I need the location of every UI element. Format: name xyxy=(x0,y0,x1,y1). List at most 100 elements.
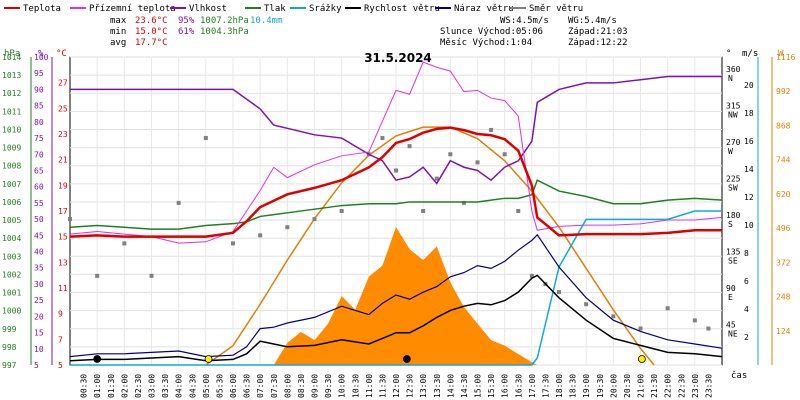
tick-ms: 6 xyxy=(744,277,749,286)
tick-hpa: 1009 xyxy=(2,144,21,153)
wind-direction-point xyxy=(380,136,385,141)
wind-direction-point xyxy=(231,241,235,246)
tick-hpa: 1000 xyxy=(2,307,21,316)
tick-hpa: 1002 xyxy=(2,270,21,279)
tick-degc: 7 xyxy=(58,335,63,344)
tick-wm2: 744 xyxy=(776,156,791,165)
tick-pct: 25 xyxy=(34,296,44,305)
tick-hpa: 1004 xyxy=(2,234,21,243)
wind-direction-point xyxy=(421,209,426,213)
wind-direction-point xyxy=(407,144,412,149)
tick-hpa: 1013 xyxy=(2,71,21,80)
tick-x: 12:30 xyxy=(406,374,415,398)
tick-x: 04:30 xyxy=(188,374,197,398)
tick-x: 22:00 xyxy=(664,374,673,398)
legend-label-srazky: Srážky xyxy=(309,4,342,14)
tick-degc: 17 xyxy=(58,207,68,216)
tick-x: 11:00 xyxy=(365,374,374,398)
tick-x: 09:30 xyxy=(324,374,333,398)
tick-x: 14:00 xyxy=(446,374,455,398)
tick-x: 03:30 xyxy=(161,374,170,398)
tick-x: 11:30 xyxy=(378,374,387,398)
tick-hpa: 1007 xyxy=(2,180,21,189)
tick-dir: 45 xyxy=(726,321,736,330)
series-rychlost xyxy=(69,274,723,362)
wind-direction-point xyxy=(68,217,72,222)
axis-label-hpa: hPa xyxy=(4,49,20,59)
tick-x: 07:30 xyxy=(270,374,279,398)
wind-direction-point xyxy=(475,160,480,165)
stat-max-press: 1007.2hPa xyxy=(200,16,249,26)
tick-dir-compass: SE xyxy=(728,257,738,266)
moonset-marker xyxy=(402,355,411,363)
tick-pct: 70 xyxy=(34,150,44,159)
tick-x: 07:00 xyxy=(256,374,265,398)
tick-dir-compass: NW xyxy=(728,111,738,120)
axis-label-degc: °C xyxy=(56,49,67,59)
tick-pct: 55 xyxy=(34,199,44,208)
stat-max-label: max xyxy=(110,16,127,26)
tick-pct: 15 xyxy=(34,329,44,338)
tick-x: 15:30 xyxy=(487,374,496,398)
tick-x: 06:30 xyxy=(243,374,252,398)
stat-max-temp: 23.6°C xyxy=(135,16,168,26)
tick-x: 17:00 xyxy=(528,374,537,398)
solar-measured-area xyxy=(273,227,538,365)
stat-avg-temp: 17.7°C xyxy=(135,38,168,48)
tick-x: 09:00 xyxy=(311,374,320,398)
tick-hpa: 1001 xyxy=(2,289,21,298)
tick-wm2: 248 xyxy=(776,293,791,302)
tick-x: 04:00 xyxy=(175,374,184,398)
wind-direction-point xyxy=(176,200,181,205)
tick-x: 05:30 xyxy=(215,374,224,398)
tick-x: 08:30 xyxy=(297,374,306,398)
tick-wm2: 868 xyxy=(776,121,791,130)
wind-direction-point xyxy=(203,136,208,141)
tick-x: 12:00 xyxy=(392,374,401,398)
tick-ms: 14 xyxy=(744,165,754,174)
tick-ms: 16 xyxy=(744,137,754,146)
tick-ms: 12 xyxy=(744,193,754,202)
tick-dir: 90 xyxy=(726,284,736,293)
tick-pct: 80 xyxy=(34,118,44,127)
stat-ws: WS:4.5m/s xyxy=(500,16,549,26)
wind-direction-point xyxy=(665,306,670,311)
tick-x: 14:30 xyxy=(460,374,469,398)
tick-wm2: 1116 xyxy=(776,53,795,62)
chart-title: 31.5.2024 xyxy=(364,51,432,65)
tick-pct: 50 xyxy=(34,215,44,224)
tick-x: 02:30 xyxy=(134,374,143,398)
tick-x: 06:00 xyxy=(229,374,238,398)
tick-x: 16:30 xyxy=(514,374,523,398)
series-vlhkost xyxy=(70,75,722,185)
tick-x: 19:00 xyxy=(582,374,591,398)
tick-wm2: 124 xyxy=(776,327,791,336)
stat-sun: Slunce Východ:05:06 xyxy=(440,27,543,37)
wind-direction-point xyxy=(461,200,466,205)
sun-moon-markers xyxy=(93,355,646,363)
tick-x: 13:00 xyxy=(419,374,428,398)
tick-degc: 23 xyxy=(58,130,68,139)
tick-hpa: 1014 xyxy=(2,53,21,62)
tick-wm2: 992 xyxy=(776,87,791,96)
tick-x: 13:30 xyxy=(433,374,442,398)
tick-hpa: 1005 xyxy=(2,216,21,225)
tick-x: 23:00 xyxy=(691,374,700,398)
tick-degc: 11 xyxy=(58,284,68,293)
stat-min-hum: 61% xyxy=(178,27,195,37)
tick-dir: 360 xyxy=(726,65,741,74)
wind-direction-point xyxy=(502,152,507,157)
wind-direction-point xyxy=(557,290,561,295)
wind-direction-point xyxy=(339,209,344,213)
tick-x: 01:30 xyxy=(107,374,116,398)
tick-hpa: 1006 xyxy=(2,198,21,207)
sunset-marker xyxy=(637,355,646,363)
sunrise-marker xyxy=(204,355,213,363)
wind-direction-point xyxy=(149,273,154,278)
tick-dir-compass: E xyxy=(728,293,733,302)
tick-hpa: 999 xyxy=(2,325,17,334)
tick-pct: 65 xyxy=(34,166,44,175)
tick-ms: 20 xyxy=(744,81,754,90)
tick-x: 19:30 xyxy=(596,374,605,398)
